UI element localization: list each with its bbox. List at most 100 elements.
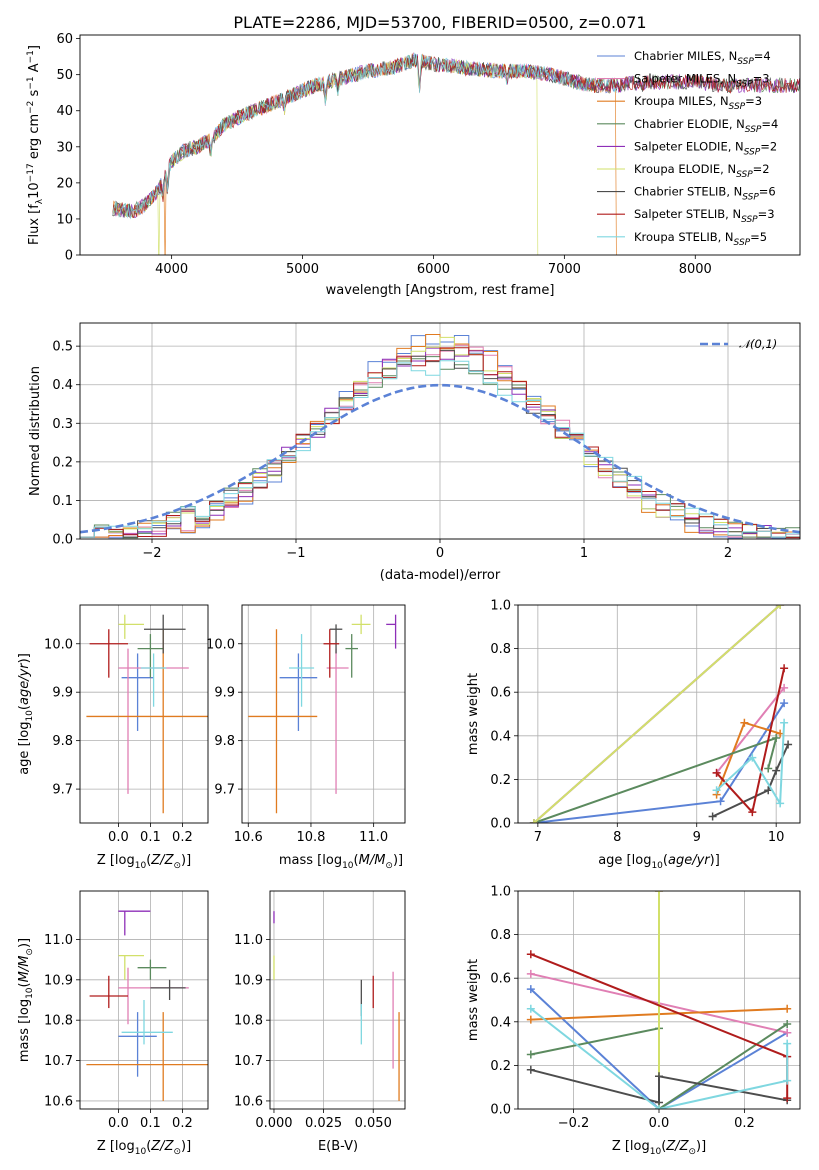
x-tick-label: 0.0 (108, 1116, 129, 1131)
y-axis-label: Flux [fλ10−17 erg cm−2 s−1 A−1] (26, 45, 45, 245)
x-tick-label: 0.2 (172, 830, 193, 845)
weight-marker (783, 1094, 792, 1103)
weight-marker (655, 891, 663, 895)
plot-area (248, 614, 397, 814)
x-tick-label: −0.2 (558, 1116, 590, 1131)
x-tick-label: 7000 (548, 262, 581, 277)
y-tick-label: 1.0 (490, 885, 511, 900)
axes-frame (79, 604, 209, 824)
plot-area (80, 334, 800, 539)
chart-age_vs_mass: 10.6 10.8 11.0 9.7 9.8 9.9 10.0 mass [log10(M/M… (206, 604, 406, 871)
x-axis-label: wavelength [Angstrom, rest frame] (326, 283, 555, 298)
plot-area (86, 614, 208, 814)
y-tick-label: 10.8 (44, 1014, 73, 1029)
x-tick-label: 9 (693, 830, 701, 845)
chart-weight_vs_Z: −0.2 0.0 0.2 0.0 0.2 0.4 0.6 0.8 1.0 Z [log10(Z/Z… (466, 885, 801, 1157)
axes-frame (79, 890, 209, 1110)
x-tick-label: 0.2 (734, 1116, 755, 1131)
y-tick-label: 10 (56, 212, 73, 227)
axes-frame (79, 322, 801, 540)
y-axis-label: age [log10(age/yr)] (17, 653, 35, 775)
axes-frame (517, 604, 801, 824)
y-tick-label: 0.2 (490, 773, 511, 788)
weight-marker (783, 1039, 792, 1048)
y-tick-label: 10.9 (234, 973, 263, 988)
y-tick-label: 0.0 (490, 817, 511, 832)
legend-entry: Chabrier MILES, NSSP=4 (634, 49, 771, 67)
weight-marker (655, 1105, 663, 1109)
weight-marker (712, 786, 721, 795)
weight-marker (748, 808, 757, 817)
weight-marker (526, 1050, 535, 1059)
weight-line (533, 736, 778, 823)
x-tick-label: 11.0 (359, 830, 388, 845)
axes-frame (269, 890, 406, 1110)
y-tick-label: 10.6 (44, 1094, 73, 1109)
x-tick-label: 0.0 (108, 830, 129, 845)
y-tick-label: 60 (56, 32, 73, 47)
y-tick-label: 0.4 (490, 729, 511, 744)
weight-marker (526, 1065, 535, 1074)
chart-residuals: −2 −1 0 1 2 0.0 0.1 0.2 0.3 0.4 0.5 (data-model)/er… (28, 322, 801, 583)
y-tick-label: 0.6 (490, 686, 511, 701)
weight-marker (526, 969, 535, 978)
y-tick-label: 0.4 (52, 378, 73, 393)
weight-marker (776, 799, 785, 808)
y-tick-label: 0.0 (490, 1103, 511, 1118)
weight-marker (764, 786, 773, 795)
x-tick-label: 10.8 (296, 830, 325, 845)
y-tick-label: 30 (56, 140, 73, 155)
legend-entry: Kroupa ELODIE, NSSP=2 (634, 162, 770, 180)
x-tick-label: 0.050 (355, 1116, 392, 1131)
chart-spectrum: 4000 5000 6000 7000 8000 0 10 20 30 40 50 60 wavelen… (26, 32, 801, 298)
normal-reference-curve (80, 383, 800, 534)
x-tick-label: 6000 (417, 262, 450, 277)
chart-title: PLATE=2286, MJD=53700, FIBERID=0500, z=0… (233, 13, 646, 32)
y-tick-label: 10.0 (206, 637, 235, 652)
weight-marker (526, 1004, 535, 1013)
y-tick-label: 0 (65, 249, 73, 264)
chart-mass_vs_EBV: 0.000 0.025 0.050 10.6 10.7 10.8 10.9 11.0 E(B-V… (234, 890, 406, 1154)
x-tick-label: 4000 (155, 262, 188, 277)
x-axis-label: Z [log10(Z/Z⊙)] (97, 1139, 191, 1157)
weight-marker (783, 1004, 792, 1013)
legend-entry: Salpeter MILES, NSSP=3 (634, 72, 770, 90)
weight-marker (748, 753, 757, 762)
axes-frame (517, 890, 801, 1110)
y-tick-label: 10.0 (44, 637, 73, 652)
y-tick-label: 9.9 (52, 686, 73, 701)
plot-area (112, 52, 800, 255)
y-tick-label: 11.0 (44, 933, 73, 948)
weight-line (533, 605, 781, 823)
chart-age_vs_Z: 0.0 0.1 0.2 9.7 9.8 9.9 10.0 Z [log10(Z/Z⊙)] age… (17, 604, 209, 871)
x-tick-label: 1 (580, 546, 588, 561)
y-tick-label: 9.7 (52, 783, 73, 798)
weight-line (530, 988, 788, 1109)
y-tick-label: 9.8 (214, 734, 235, 749)
x-tick-label: −1 (286, 546, 305, 561)
spectrum-line (112, 52, 617, 220)
axes-frame (241, 604, 406, 824)
legend-entry: Kroupa MILES, NSSP=3 (634, 94, 762, 112)
weight-marker (780, 683, 789, 692)
y-tick-label: 10.7 (234, 1054, 263, 1069)
x-axis-label: mass [log10(M/M⊙)] (279, 853, 403, 871)
y-axis-label: mass weight (466, 673, 481, 755)
weight-line (530, 1007, 789, 1109)
weight-marker (764, 764, 773, 773)
y-tick-label: 0.8 (490, 642, 511, 657)
weight-marker (526, 950, 535, 959)
weight-marker (526, 985, 535, 994)
y-tick-label: 11.0 (234, 933, 263, 948)
y-tick-label: 0.1 (52, 494, 73, 509)
x-tick-label: 0.025 (305, 1116, 342, 1131)
x-tick-label: 2 (724, 546, 732, 561)
x-axis-label: age [log10(age/yr)] (598, 853, 720, 871)
y-tick-label: 0.4 (490, 1015, 511, 1030)
x-axis-label: E(B-V) (318, 1139, 358, 1154)
weight-marker (655, 1072, 663, 1081)
weight-marker (716, 797, 725, 806)
y-tick-label: 9.9 (214, 686, 235, 701)
x-tick-label: 5000 (286, 262, 319, 277)
